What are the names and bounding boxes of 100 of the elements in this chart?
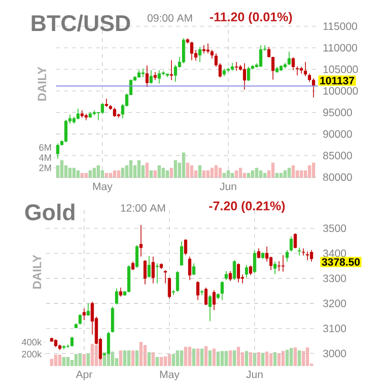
y-tick-label: 3100 <box>323 324 346 332</box>
bar <box>259 170 262 178</box>
y2-tick-label: 4M <box>38 154 51 161</box>
bar <box>192 348 196 366</box>
candlestick <box>70 336 74 348</box>
candlestick <box>265 246 268 262</box>
candlestick <box>168 277 171 299</box>
x-tick-label: Jun <box>246 370 263 378</box>
candlestick <box>253 250 256 274</box>
candlestick <box>224 270 228 281</box>
annotation: -11.20 (0.01%) <box>210 12 292 24</box>
candlestick <box>148 256 151 278</box>
y-tick-label: 3300 <box>323 274 346 282</box>
candlestick <box>200 290 204 296</box>
candlestick <box>267 46 270 58</box>
chart-title: Gold <box>25 204 74 220</box>
y-tick-label: 85000 <box>323 152 352 160</box>
bar <box>190 165 194 178</box>
candlestick <box>296 66 299 76</box>
candlestick <box>86 302 90 316</box>
candlestick <box>113 107 116 118</box>
candlestick <box>290 236 293 252</box>
bar <box>184 346 188 366</box>
bar <box>166 170 169 178</box>
bar <box>298 350 301 366</box>
bar <box>308 165 312 178</box>
bar <box>212 348 216 366</box>
candlestick <box>234 62 238 72</box>
text: 3378.50 <box>322 258 360 266</box>
candlestick <box>143 260 147 285</box>
bar <box>164 356 167 366</box>
bar <box>218 168 222 178</box>
bar <box>68 168 72 178</box>
chart-title: BTC/USD <box>32 14 130 32</box>
candlestick <box>273 261 277 274</box>
bar <box>255 168 258 178</box>
candlestick <box>271 56 274 80</box>
bar <box>174 160 178 178</box>
bar <box>129 160 132 178</box>
text: DAILY <box>38 66 46 101</box>
bar <box>281 351 285 366</box>
candlestick <box>176 270 180 292</box>
bar <box>131 350 134 366</box>
bar <box>188 346 192 366</box>
candlestick <box>247 66 250 82</box>
bar <box>162 168 165 178</box>
bar <box>86 353 90 366</box>
y-tick-label: 100000 <box>324 87 358 95</box>
bar <box>288 168 291 178</box>
candlestick <box>64 119 68 143</box>
bar <box>84 172 88 178</box>
bar <box>312 162 316 178</box>
bar <box>230 172 234 178</box>
bar <box>156 357 159 366</box>
y-tick-label: 3000 <box>323 350 346 358</box>
y2-tick-label: 400k <box>22 338 42 346</box>
y-tick-label: 3400 <box>323 250 346 258</box>
x-tick-label: Apr <box>76 370 92 380</box>
bar <box>292 165 295 178</box>
candlestick <box>220 280 224 301</box>
candlestick <box>56 143 60 159</box>
candlestick <box>188 256 192 281</box>
bar <box>196 348 200 366</box>
bar <box>265 352 268 366</box>
candlestick <box>141 68 145 78</box>
bar <box>94 345 98 366</box>
bar <box>60 160 64 178</box>
bar <box>117 170 120 178</box>
candlestick <box>277 260 281 272</box>
candlestick <box>202 44 206 54</box>
bar <box>152 352 155 366</box>
bar <box>62 357 66 366</box>
bar <box>271 162 275 178</box>
candlestick <box>150 70 153 84</box>
y-tick-label: 90000 <box>323 130 352 138</box>
bar <box>257 352 260 366</box>
candlestick <box>282 254 285 272</box>
bar <box>180 350 184 366</box>
y-tick-label: 80000 <box>323 173 352 181</box>
candlestick <box>304 62 307 77</box>
candlestick <box>257 248 260 259</box>
bar <box>253 352 256 366</box>
x-tick-label: May <box>160 370 180 380</box>
bar <box>186 162 190 178</box>
y2-tick-label: 6M <box>39 144 51 151</box>
bar <box>58 354 62 366</box>
bar <box>96 165 100 178</box>
bar <box>294 347 297 366</box>
bar <box>88 170 92 178</box>
candlestick <box>204 287 208 306</box>
bar <box>121 168 124 178</box>
bar <box>306 347 310 366</box>
bar <box>261 352 264 366</box>
candlestick <box>259 44 262 68</box>
ref-line-label: 101137 <box>320 76 354 84</box>
candlestick <box>249 265 252 276</box>
candlestick <box>232 260 236 281</box>
bar <box>150 170 153 178</box>
x-tick-label: Jun <box>220 182 236 190</box>
y-tick-label: 3500 <box>323 224 346 232</box>
